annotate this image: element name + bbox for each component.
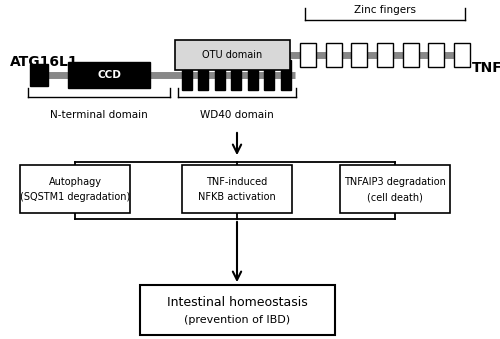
Bar bbox=[402, 43, 418, 67]
Bar bbox=[340, 165, 450, 213]
Bar bbox=[248, 60, 258, 90]
Text: TNF-induced: TNF-induced bbox=[206, 177, 268, 187]
Bar bbox=[20, 165, 130, 213]
Text: Autophagy: Autophagy bbox=[48, 177, 102, 187]
Text: WD40 domain: WD40 domain bbox=[200, 110, 274, 120]
Bar bbox=[30, 64, 48, 86]
Bar bbox=[428, 43, 444, 67]
Bar bbox=[300, 43, 316, 67]
Bar bbox=[215, 60, 225, 90]
Bar bbox=[280, 60, 290, 90]
Bar bbox=[377, 43, 393, 67]
Text: Intestinal homeostasis: Intestinal homeostasis bbox=[166, 296, 308, 308]
Bar bbox=[326, 43, 342, 67]
Bar bbox=[352, 43, 368, 67]
Text: OTU domain: OTU domain bbox=[202, 50, 262, 60]
Text: NFKB activation: NFKB activation bbox=[198, 192, 276, 202]
Text: ATG16L1: ATG16L1 bbox=[10, 55, 78, 69]
Bar bbox=[182, 60, 192, 90]
Bar bbox=[198, 60, 208, 90]
Bar bbox=[68, 62, 150, 88]
Text: N-terminal domain: N-terminal domain bbox=[50, 110, 148, 120]
Text: TNFAIP3: TNFAIP3 bbox=[472, 61, 500, 75]
Text: (SQSTM1 degradation): (SQSTM1 degradation) bbox=[20, 192, 130, 202]
Bar bbox=[264, 60, 274, 90]
Text: TNFAIP3 degradation: TNFAIP3 degradation bbox=[344, 177, 446, 187]
Text: Zinc fingers: Zinc fingers bbox=[354, 5, 416, 15]
Bar bbox=[182, 165, 292, 213]
Bar bbox=[175, 40, 290, 70]
Bar bbox=[454, 43, 470, 67]
Text: CCD: CCD bbox=[97, 70, 121, 80]
Text: (cell death): (cell death) bbox=[367, 192, 423, 202]
Bar bbox=[232, 60, 241, 90]
Text: (prevention of IBD): (prevention of IBD) bbox=[184, 315, 290, 325]
Bar bbox=[140, 285, 334, 335]
